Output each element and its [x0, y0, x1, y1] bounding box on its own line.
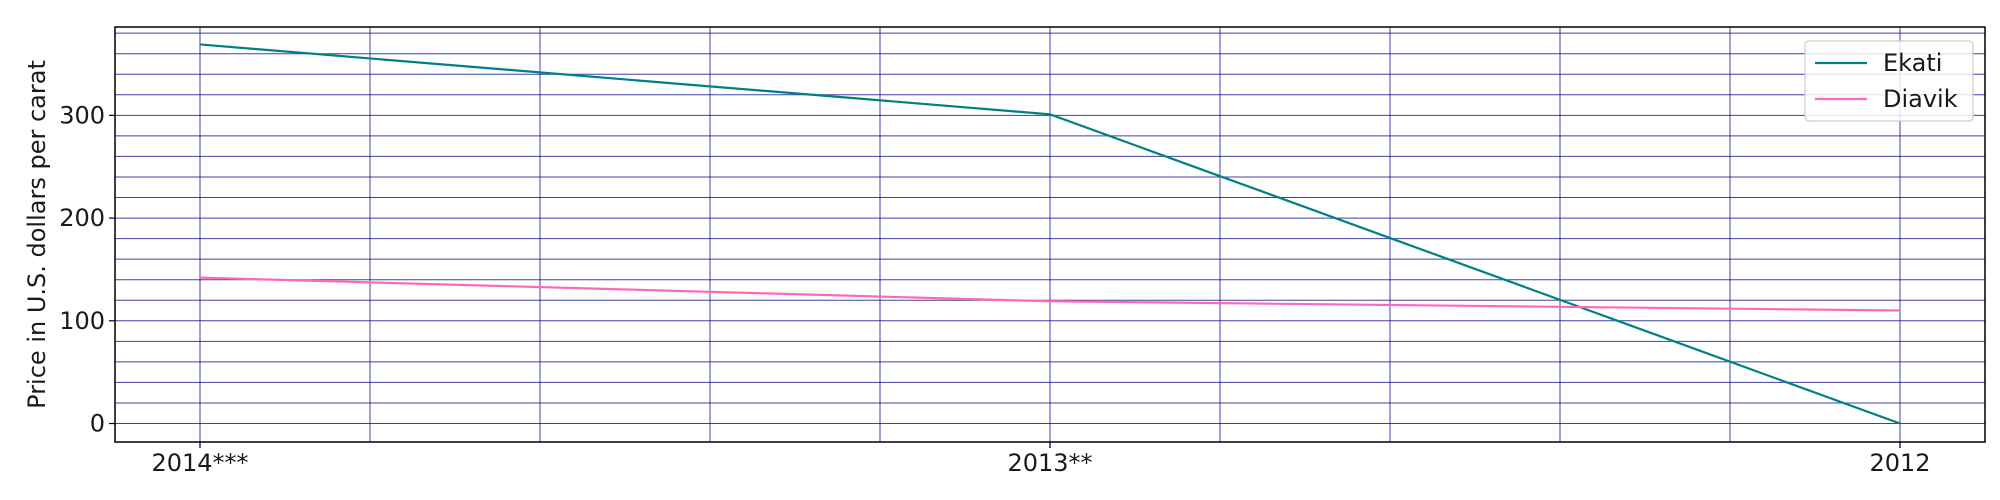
y-axis-title: Price in U.S. dollars per carat	[23, 60, 51, 409]
grid	[115, 27, 1985, 442]
x-tick-label: 2012	[1869, 449, 1930, 477]
legend-label-ekati: Ekati	[1883, 49, 1942, 77]
series-line-ekati	[199, 43, 1901, 425]
x-axis-ticks: 2014*** 2013** 2012	[151, 442, 1931, 477]
series-layer	[199, 43, 1901, 425]
y-tick-label: 300	[59, 101, 105, 129]
legend-label-diavik: Diavik	[1883, 85, 1958, 113]
x-tick-label: 2014***	[151, 449, 248, 477]
x-tick-label: 2013**	[1007, 449, 1092, 477]
series-line-diavik	[199, 276, 1901, 312]
y-tick-label: 200	[59, 204, 105, 232]
y-axis-ticks: 0 100 200 300	[59, 101, 115, 438]
legend: Ekati Diavik	[1804, 40, 1974, 122]
y-tick-label: 100	[59, 307, 105, 335]
y-tick-label: 0	[90, 410, 105, 438]
legend-box	[1804, 40, 1974, 122]
